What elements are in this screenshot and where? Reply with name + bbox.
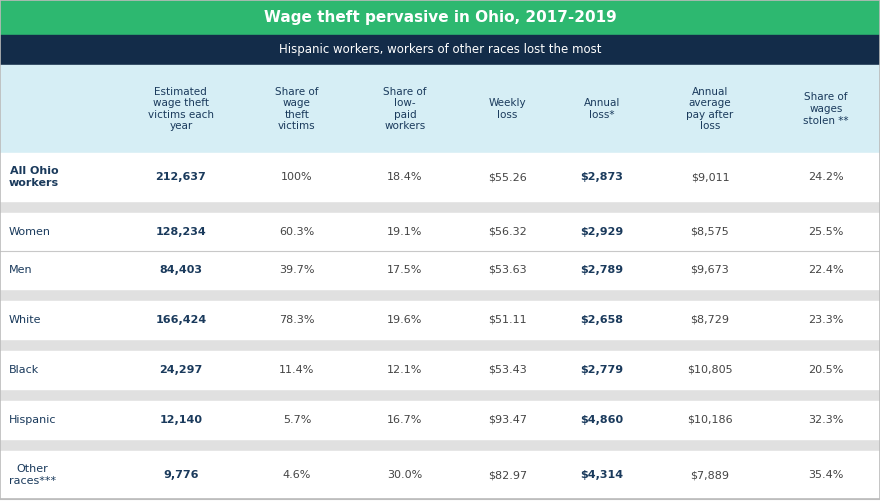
Text: 4.6%: 4.6%: [282, 470, 312, 480]
Text: 12,140: 12,140: [159, 415, 202, 425]
Bar: [0, 65, 880, 153]
Text: White: White: [9, 315, 41, 325]
Text: 78.3%: 78.3%: [279, 315, 315, 325]
Text: $51.11: $51.11: [488, 315, 527, 325]
Text: 20.5%: 20.5%: [809, 365, 844, 375]
Bar: [0, 401, 880, 439]
Text: 18.4%: 18.4%: [387, 172, 422, 182]
Text: 30.0%: 30.0%: [387, 470, 422, 480]
Bar: [0, 289, 880, 301]
Text: Women: Women: [9, 227, 51, 237]
Text: 24.2%: 24.2%: [808, 172, 844, 182]
Text: 17.5%: 17.5%: [387, 265, 422, 275]
Bar: [0, 213, 880, 251]
Text: $55.26: $55.26: [488, 172, 527, 182]
Bar: [0, 0, 880, 35]
Text: $2,779: $2,779: [581, 365, 624, 375]
Text: $7,889: $7,889: [691, 470, 730, 480]
Bar: [0, 153, 880, 201]
Text: $10,186: $10,186: [687, 415, 733, 425]
Text: Other
races***: Other races***: [9, 464, 56, 486]
Text: $2,929: $2,929: [580, 227, 624, 237]
Text: All Ohio
workers: All Ohio workers: [9, 166, 59, 188]
Bar: [0, 35, 880, 65]
Text: $53.43: $53.43: [488, 365, 527, 375]
Bar: [0, 201, 880, 213]
Bar: [0, 301, 880, 339]
Bar: [0, 451, 880, 499]
Text: $10,805: $10,805: [687, 365, 733, 375]
Text: Share of
low-
paid
workers: Share of low- paid workers: [383, 87, 427, 132]
Text: 212,637: 212,637: [156, 172, 206, 182]
Text: $2,789: $2,789: [581, 265, 624, 275]
Text: Hispanic workers, workers of other races lost the most: Hispanic workers, workers of other races…: [279, 43, 601, 56]
Text: 11.4%: 11.4%: [279, 365, 315, 375]
Text: $8,575: $8,575: [691, 227, 730, 237]
Text: 16.7%: 16.7%: [387, 415, 422, 425]
Text: Annual
average
pay after
loss: Annual average pay after loss: [686, 87, 734, 132]
Text: Estimated
wage theft
victims each
year: Estimated wage theft victims each year: [148, 87, 214, 132]
Bar: [0, 339, 880, 351]
Text: Share of
wage
theft
victims: Share of wage theft victims: [275, 87, 319, 132]
Text: Annual
loss*: Annual loss*: [583, 98, 620, 120]
Text: $4,860: $4,860: [581, 415, 624, 425]
Text: Share of
wages
stolen **: Share of wages stolen **: [803, 92, 849, 125]
Text: 22.4%: 22.4%: [808, 265, 844, 275]
Text: $9,011: $9,011: [691, 172, 730, 182]
Text: 32.3%: 32.3%: [809, 415, 844, 425]
Text: Wage theft pervasive in Ohio, 2017-2019: Wage theft pervasive in Ohio, 2017-2019: [264, 10, 616, 25]
Text: 100%: 100%: [281, 172, 312, 182]
Text: 60.3%: 60.3%: [279, 227, 314, 237]
Text: $2,658: $2,658: [581, 315, 623, 325]
Text: Black: Black: [9, 365, 39, 375]
Text: $9,673: $9,673: [691, 265, 730, 275]
Text: 12.1%: 12.1%: [387, 365, 422, 375]
Text: $2,873: $2,873: [581, 172, 623, 182]
Text: 23.3%: 23.3%: [809, 315, 844, 325]
Text: Hispanic: Hispanic: [9, 415, 56, 425]
Text: 19.6%: 19.6%: [387, 315, 422, 325]
Bar: [0, 439, 880, 451]
Text: 25.5%: 25.5%: [809, 227, 844, 237]
Bar: [0, 389, 880, 401]
Text: 24,297: 24,297: [159, 365, 202, 375]
Bar: [0, 251, 880, 289]
Text: $56.32: $56.32: [488, 227, 527, 237]
Text: 84,403: 84,403: [159, 265, 202, 275]
Text: Men: Men: [9, 265, 33, 275]
Text: 166,424: 166,424: [155, 315, 207, 325]
Text: $8,729: $8,729: [691, 315, 730, 325]
Bar: [0, 351, 880, 389]
Text: 9,776: 9,776: [163, 470, 199, 480]
Text: $82.97: $82.97: [488, 470, 527, 480]
Text: $53.63: $53.63: [488, 265, 527, 275]
Text: 39.7%: 39.7%: [279, 265, 315, 275]
Text: Weekly
loss: Weekly loss: [488, 98, 526, 120]
Text: 35.4%: 35.4%: [809, 470, 844, 480]
Text: $4,314: $4,314: [581, 470, 624, 480]
Text: 19.1%: 19.1%: [387, 227, 422, 237]
Text: 128,234: 128,234: [156, 227, 206, 237]
Text: $93.47: $93.47: [488, 415, 527, 425]
Text: 5.7%: 5.7%: [282, 415, 312, 425]
